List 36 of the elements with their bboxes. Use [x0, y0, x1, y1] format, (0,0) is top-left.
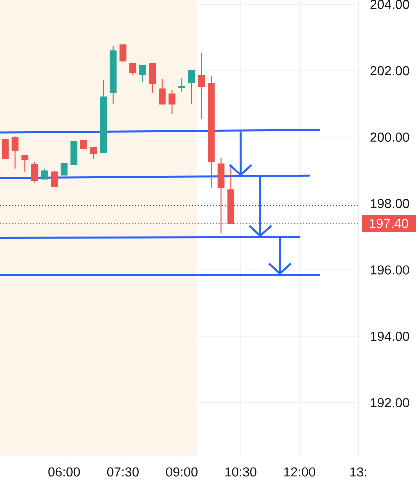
- candlestick: [70, 142, 78, 166]
- x-tick-label: 09:00: [166, 468, 198, 477]
- candlestick: [80, 140, 88, 150]
- y-tick-label: 204.00: [370, 0, 410, 10]
- y-tick-label: 202.00: [370, 66, 410, 76]
- candlestick: [100, 79, 108, 154]
- candlestick: [22, 155, 29, 172]
- candlestick: [120, 44, 127, 63]
- candlestick: [2, 140, 9, 160]
- candlestick: [60, 163, 68, 176]
- x-tick-label: 10:30: [226, 468, 257, 477]
- y-tick-label: 192.00: [371, 398, 410, 408]
- candlestick: [208, 76, 215, 188]
- candlestick: [31, 161, 38, 184]
- y-tick-label: 198.00: [371, 199, 410, 208]
- candlestick: [12, 136, 19, 170]
- candlestick: [90, 148, 98, 160]
- candlestick: [130, 62, 136, 76]
- y-tick-label: 196.00: [371, 266, 410, 275]
- candlestick: [158, 78, 166, 105]
- x-tick-label: 06:00: [48, 468, 80, 477]
- candlestick: [41, 168, 48, 180]
- y-tick-label: 200.00: [370, 132, 410, 142]
- candlestick: [188, 70, 196, 105]
- y-tick-label: 194.00: [371, 332, 410, 342]
- x-tick-label: 07:30: [107, 468, 139, 477]
- candlestick: [198, 52, 206, 120]
- x-tick-label: 12:00: [284, 468, 316, 477]
- candlestick: [149, 64, 156, 94]
- x-tick-label: 13:: [350, 468, 366, 477]
- candlestick: [110, 46, 117, 105]
- candlestick: [178, 77, 186, 93]
- ref-line-label: 197.40: [370, 219, 408, 228]
- candlestick: [51, 170, 58, 188]
- candlestick: [168, 90, 176, 115]
- candlestick: [139, 66, 146, 82]
